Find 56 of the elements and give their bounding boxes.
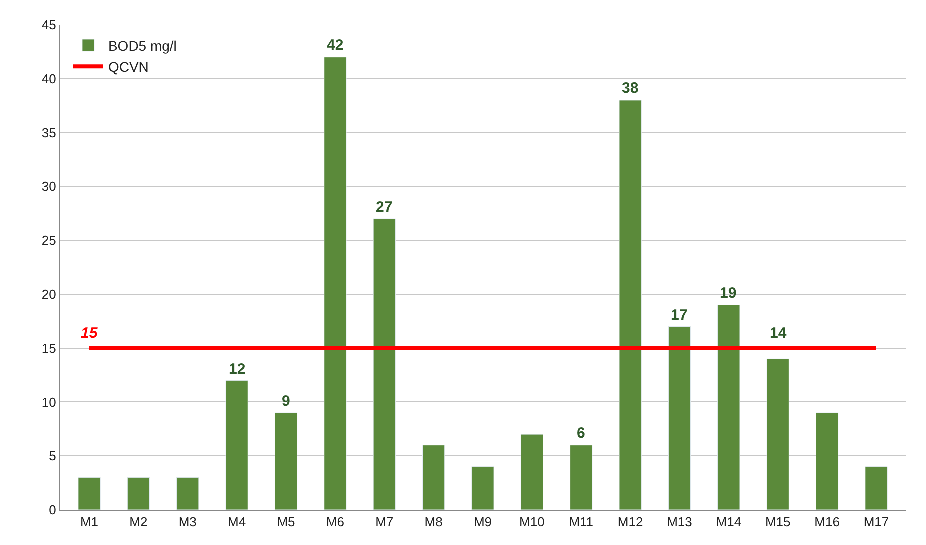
bar: [718, 304, 740, 510]
bar: [766, 358, 790, 510]
x-tick-label: M8: [424, 514, 443, 530]
y-tick-label: 25: [42, 233, 56, 248]
y-tick-label: 5: [49, 448, 56, 464]
y-tick-label: 15: [42, 340, 56, 356]
y-tick-label: 40: [42, 71, 56, 86]
data-label: 6: [577, 425, 586, 442]
data-label: 19: [720, 285, 737, 302]
bar: [78, 477, 101, 510]
bar: [472, 466, 494, 510]
x-tick-label: M2: [130, 514, 148, 530]
data-label: 9: [282, 393, 290, 410]
x-tick-label: M1: [80, 514, 99, 530]
bar: [373, 218, 396, 510]
legend-label: BOD5 mg/l: [108, 38, 177, 54]
x-tick-label: M3: [178, 514, 197, 530]
x-tick-label: M13: [667, 514, 692, 530]
x-tick-label: M6: [326, 514, 344, 530]
bar: [422, 445, 446, 510]
x-tick-label: M10: [520, 514, 545, 530]
bar: [226, 380, 248, 510]
x-tick-label: M11: [569, 514, 594, 530]
bar: [570, 445, 593, 510]
data-label: 12: [229, 361, 246, 378]
x-tick-label: M9: [474, 514, 492, 530]
x-tick-label: M17: [864, 514, 890, 530]
x-tick-label: M5: [277, 514, 296, 530]
x-tick-label: M4: [228, 514, 246, 530]
x-tick-label: M7: [376, 514, 394, 530]
bar: [274, 412, 298, 510]
bar: [619, 100, 642, 510]
y-tick-label: 0: [49, 502, 56, 518]
y-tick-label: 35: [42, 125, 56, 140]
data-label: 27: [376, 199, 393, 216]
y-tick-label: 10: [42, 394, 56, 410]
data-label: 17: [671, 307, 688, 324]
x-tick-label: M12: [618, 514, 644, 530]
bar: [176, 477, 200, 510]
y-tick-label: 30: [42, 179, 56, 194]
data-label: 38: [622, 80, 639, 97]
x-tick-label: M16: [814, 514, 840, 530]
legend-label: QCVN: [108, 59, 149, 76]
y-tick-label: 45: [42, 18, 56, 33]
y-tick-label: 20: [42, 286, 56, 302]
x-tick-label: M15: [765, 514, 791, 530]
annotation: 15: [81, 325, 98, 342]
bar: [324, 57, 347, 510]
data-label: 14: [770, 325, 788, 342]
x-tick-label: M14: [716, 514, 742, 530]
bar: [816, 412, 839, 510]
bar: [520, 434, 544, 510]
bar: [668, 326, 692, 510]
bar: [865, 466, 888, 510]
bar: [127, 477, 150, 510]
data-label: 42: [327, 37, 344, 54]
